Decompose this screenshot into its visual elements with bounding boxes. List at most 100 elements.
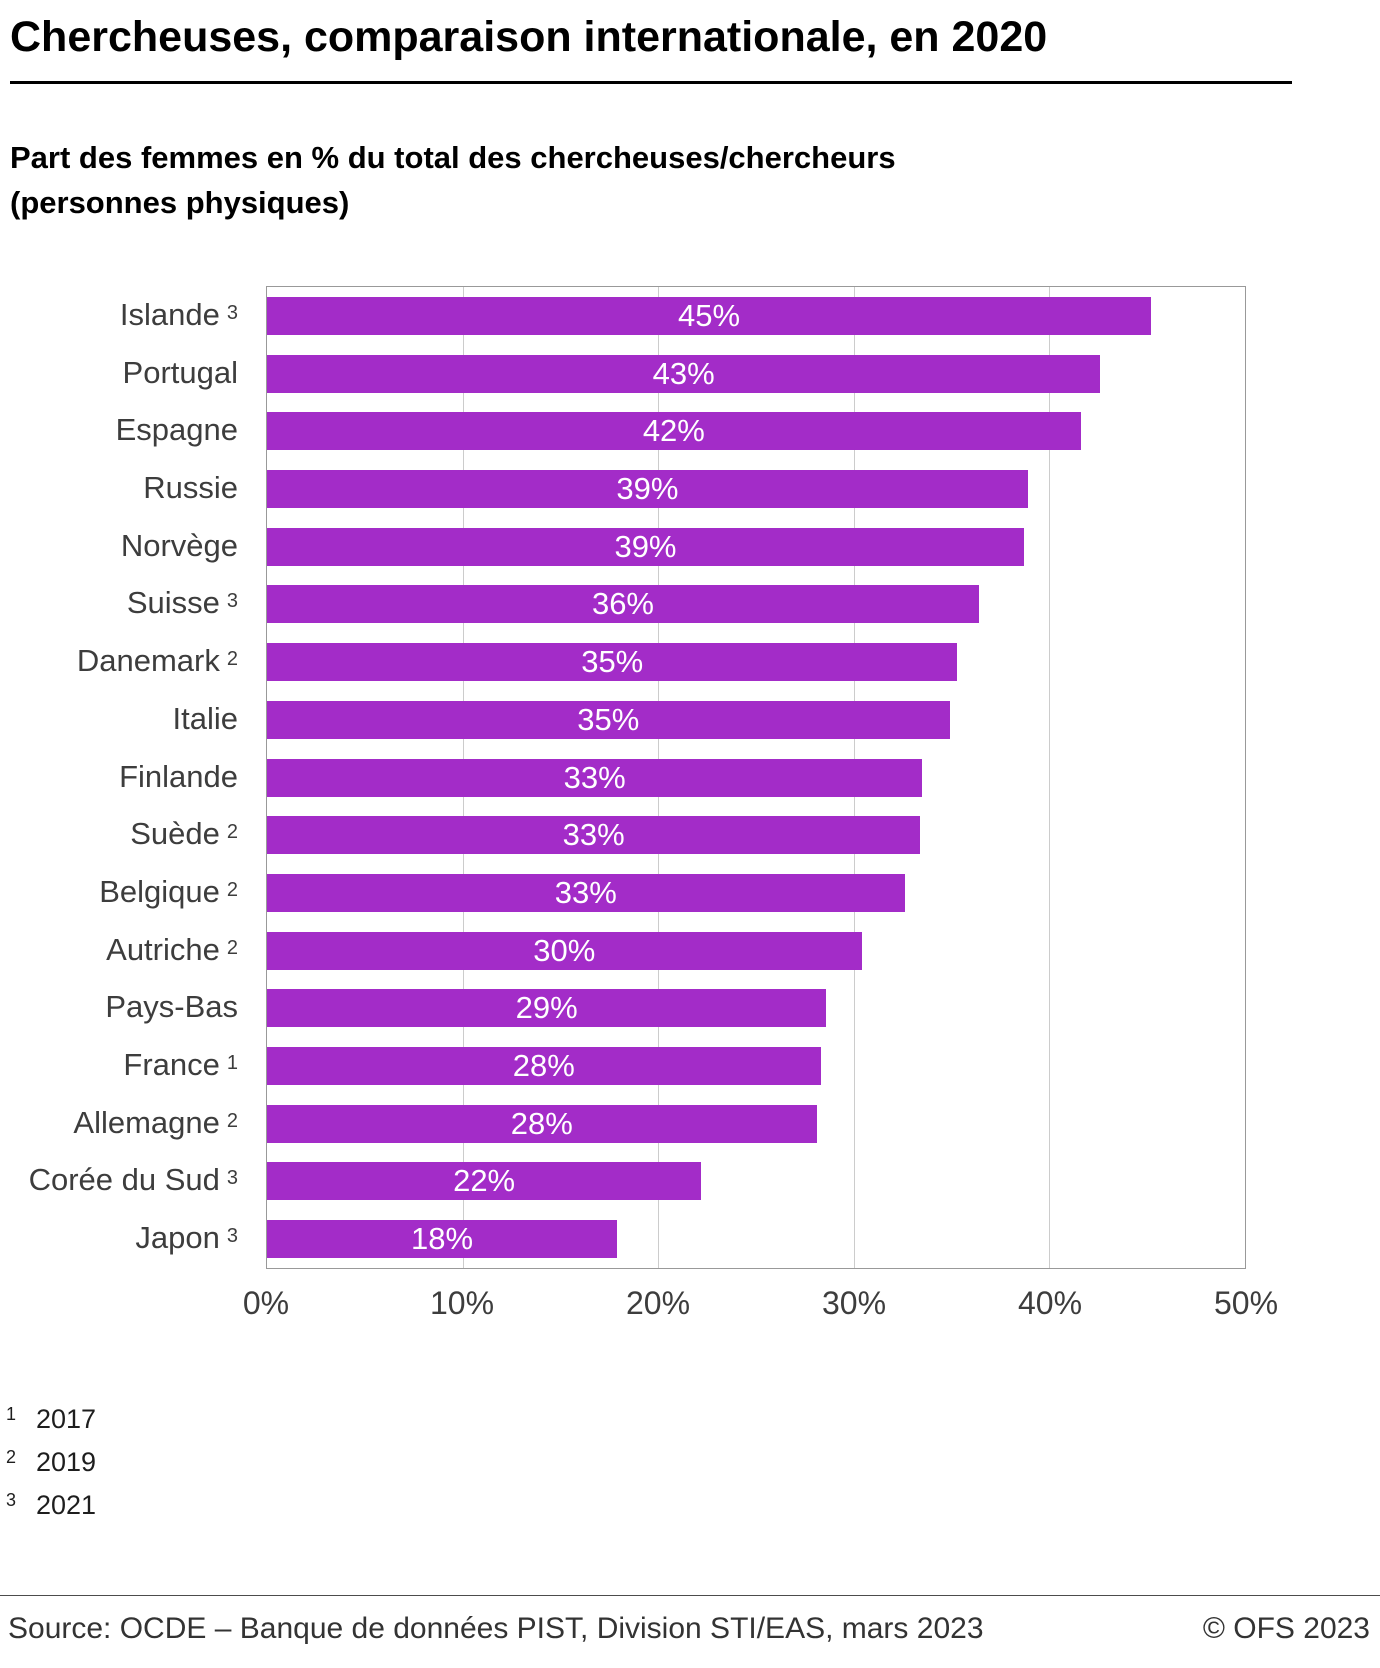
category-label-text: Suède bbox=[130, 816, 220, 852]
bar-value-label: 43% bbox=[652, 355, 715, 391]
category-label: Corée du Sud 3 bbox=[28, 1162, 238, 1198]
footnote-text: 2021 bbox=[36, 1489, 97, 1520]
category-label-text: Islande bbox=[119, 297, 220, 333]
category-label: Norvège bbox=[10, 517, 266, 575]
footer: Source: OCDE – Banque de données PIST, D… bbox=[0, 1595, 1380, 1668]
bar-value-label: 35% bbox=[577, 701, 640, 737]
bar-row: 45% bbox=[267, 287, 1245, 345]
category-label: Danemark 2 bbox=[76, 643, 238, 679]
bar-value-label: 42% bbox=[642, 413, 705, 449]
category-label: Islande 3 bbox=[119, 297, 238, 333]
plot-area: 45% 43% 42% 39% 39% 36% 35% 35% 33% 33% 33% 30% 29% 2… bbox=[266, 286, 1246, 1269]
bar-row: 28% bbox=[267, 1095, 1245, 1153]
x-tick-label: 30% bbox=[821, 1284, 887, 1321]
chart-subtitle: Part des femmes en % du total des cherch… bbox=[10, 136, 1290, 226]
category-label-text: Italie bbox=[172, 700, 238, 736]
source-text: Source: OCDE – Banque de données PIST, D… bbox=[8, 1612, 984, 1645]
bar-row: 28% bbox=[267, 1037, 1245, 1095]
bar-row: 39% bbox=[267, 518, 1245, 576]
category-label: Japon 3 bbox=[135, 1220, 238, 1256]
chart-rows: 45% 43% 42% 39% 39% 36% 35% 35% 33% 33% 33% 30% 29% 2… bbox=[267, 287, 1245, 1268]
category-label-text: Belgique bbox=[99, 873, 220, 909]
bar-row: 18% bbox=[267, 1210, 1245, 1268]
bar-value-label: 22% bbox=[453, 1163, 516, 1199]
bar-row: 33% bbox=[267, 806, 1245, 864]
bar: 33% bbox=[267, 816, 921, 855]
bar: 35% bbox=[267, 700, 950, 739]
category-label: Suède 2 bbox=[130, 816, 238, 852]
footnote-text: 2019 bbox=[36, 1446, 97, 1477]
category-label: France 1 bbox=[123, 1046, 238, 1082]
footnotes: 1 2017 2 2019 3 2021 bbox=[6, 1399, 1380, 1528]
bar-value-label: 28% bbox=[510, 1105, 573, 1141]
bar-chart: Islande 3 Portugal Espagne Russie Norvège Suis… bbox=[10, 286, 1246, 1269]
bar-value-label: 28% bbox=[512, 1047, 575, 1083]
category-label-text: Danemark bbox=[76, 643, 220, 679]
bar-value-label: 35% bbox=[581, 644, 644, 680]
bar-row: 29% bbox=[267, 979, 1245, 1037]
bar: 35% bbox=[267, 643, 958, 682]
bar-value-label: 33% bbox=[554, 874, 617, 910]
bar: 45% bbox=[267, 297, 1152, 336]
bar: 33% bbox=[267, 873, 905, 912]
bar-row: 43% bbox=[267, 345, 1245, 403]
bar-value-label: 39% bbox=[616, 471, 679, 507]
bar-row: 35% bbox=[267, 691, 1245, 749]
bar-value-label: 18% bbox=[411, 1221, 474, 1257]
bar: 39% bbox=[267, 527, 1024, 566]
bar-value-label: 30% bbox=[533, 932, 596, 968]
footnote-text: 2017 bbox=[36, 1403, 97, 1434]
category-label-text: France bbox=[123, 1046, 220, 1082]
bar: 18% bbox=[267, 1220, 618, 1259]
x-tick-label: 50% bbox=[1213, 1284, 1279, 1321]
bar-row: 36% bbox=[267, 576, 1245, 634]
category-label: Finlande bbox=[10, 748, 266, 806]
page-title: Chercheuses, comparaison internationale,… bbox=[10, 13, 1048, 61]
bar: 28% bbox=[267, 1104, 817, 1143]
copyright-text: © OFS 2023 bbox=[1202, 1612, 1370, 1645]
footnote: 3 2021 bbox=[6, 1485, 1380, 1528]
title-rule bbox=[10, 81, 1292, 85]
category-label: Espagne bbox=[10, 402, 266, 460]
category-label: Belgique 2 bbox=[99, 873, 238, 909]
category-label: Suisse 3 bbox=[126, 585, 238, 621]
category-labels: Islande 3 Portugal Espagne Russie Norvège Suis… bbox=[10, 286, 266, 1269]
category-label-text: Pays-Bas bbox=[105, 989, 238, 1025]
bar-row: 22% bbox=[267, 1152, 1245, 1210]
x-tick-label: 0% bbox=[242, 1284, 290, 1321]
bar-value-label: 33% bbox=[563, 759, 626, 795]
bar: 43% bbox=[267, 354, 1101, 393]
footnote-marker: 1 bbox=[6, 1403, 17, 1424]
category-label-text: Allemagne bbox=[73, 1104, 220, 1140]
bar: 33% bbox=[267, 758, 923, 797]
gridline bbox=[1049, 287, 1051, 1268]
bar-value-label: 39% bbox=[614, 528, 677, 564]
bar: 30% bbox=[267, 931, 862, 970]
x-tick-label: 20% bbox=[625, 1284, 691, 1321]
category-label-text: Corée du Sud bbox=[28, 1162, 220, 1198]
category-label-text: Autriche bbox=[106, 931, 220, 967]
bar: 39% bbox=[267, 470, 1028, 509]
x-tick-label: 40% bbox=[1017, 1284, 1083, 1321]
category-label-text: Japon bbox=[135, 1220, 220, 1256]
category-label: Autriche 2 bbox=[106, 931, 238, 967]
category-label-text: Espagne bbox=[115, 412, 238, 448]
category-label-text: Suisse bbox=[126, 585, 220, 621]
bar: 36% bbox=[267, 585, 979, 624]
category-label-text: Finlande bbox=[119, 758, 238, 794]
bar-value-label: 29% bbox=[515, 990, 578, 1026]
x-axis: 0% 10% 20% 30% 40% 50% bbox=[243, 1269, 1278, 1333]
category-label-text: Norvège bbox=[120, 527, 238, 563]
chart-subtitle-line1: Part des femmes en % du total des cherch… bbox=[10, 140, 896, 176]
bar-value-label: 45% bbox=[678, 298, 741, 334]
category-label: Pays-Bas bbox=[10, 978, 266, 1036]
bar-row: 30% bbox=[267, 922, 1245, 980]
chart-subtitle-line2: (personnes physiques) bbox=[10, 185, 350, 221]
footnote-marker: 2 bbox=[6, 1446, 17, 1467]
footnote-marker: 3 bbox=[6, 1489, 17, 1510]
bar-value-label: 33% bbox=[562, 817, 625, 853]
category-label-text: Portugal bbox=[122, 354, 238, 390]
bar-row: 33% bbox=[267, 864, 1245, 922]
category-label: Italie bbox=[10, 690, 266, 748]
